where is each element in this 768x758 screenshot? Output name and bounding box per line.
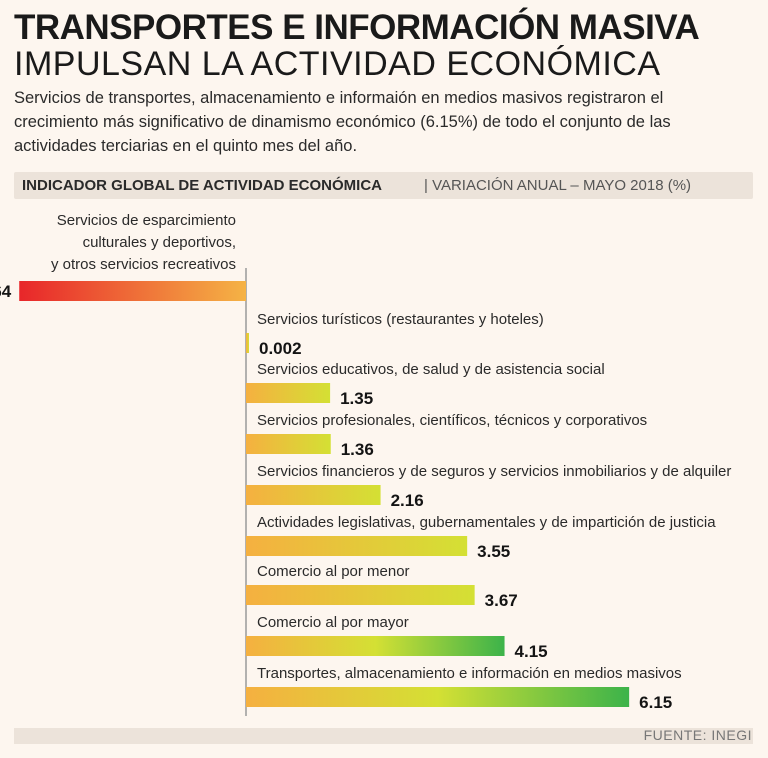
category-label: Servicios educativos, de salud y de asis…	[257, 361, 605, 378]
category-label: Servicios de esparcimiento	[57, 212, 236, 229]
headline: TRANSPORTES E INFORMACIÓN MASIVA	[14, 8, 700, 47]
category-label: y otros servicios recreativos	[51, 256, 236, 273]
category-label: Comercio al por menor	[257, 563, 410, 580]
value-label: 6.15	[639, 693, 672, 712]
value-label: -3.64	[0, 282, 12, 301]
bar	[246, 536, 468, 556]
category-label: culturales y deportivos,	[83, 234, 236, 251]
value-label: 4.15	[515, 642, 548, 661]
category-label: Servicios turísticos (restaurantes y hot…	[257, 311, 544, 328]
category-label: Comercio al por mayor	[257, 614, 409, 631]
value-label: 1.36	[341, 440, 374, 459]
bar	[246, 636, 505, 656]
bar	[19, 281, 247, 301]
value-label: 0.002	[259, 339, 302, 358]
bar	[246, 434, 331, 454]
category-label: Servicios profesionales, científicos, té…	[257, 412, 647, 429]
category-label: Transportes, almacenamiento e informació…	[257, 665, 682, 682]
chart-subtitle: | VARIACIÓN ANUAL – MAYO 2018 (%)	[424, 177, 692, 194]
chart-title: INDICADOR GLOBAL DE ACTIVIDAD ECONÓMICA	[22, 177, 382, 194]
footer-band	[14, 728, 753, 744]
value-label: 3.67	[485, 591, 518, 610]
bar	[246, 585, 475, 605]
bar	[246, 485, 381, 505]
chart-title-band: INDICADOR GLOBAL DE ACTIVIDAD ECONÓMICA …	[14, 172, 753, 199]
bar	[246, 333, 249, 353]
bar	[246, 383, 331, 403]
value-label: 2.16	[391, 491, 424, 510]
category-label: Actividades legislativas, gubernamentale…	[257, 514, 716, 531]
source-note: FUENTE: INEGI	[643, 727, 752, 743]
subheadline: IMPULSAN LA ACTIVIDAD ECONÓMICA	[14, 45, 661, 83]
value-label: 3.55	[477, 542, 510, 561]
intro-paragraph: Servicios de transportes, almacenamiento…	[14, 89, 671, 155]
category-label: Servicios financieros y de seguros y ser…	[257, 463, 731, 480]
value-label: 1.35	[340, 389, 373, 408]
bar	[246, 687, 630, 707]
